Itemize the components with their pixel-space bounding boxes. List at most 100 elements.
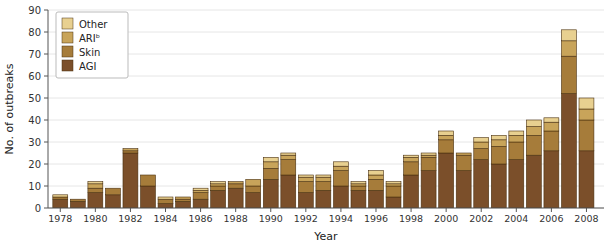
bar-segment: [421, 153, 436, 155]
bar-segment: [561, 94, 576, 208]
x-tick: [60, 208, 61, 212]
y-tick-label: 30: [28, 137, 41, 148]
x-tick: [375, 208, 376, 212]
bar-segment: [228, 181, 243, 182]
chart: 0102030405060708090197819801982198419861…: [0, 0, 616, 246]
bar-segment: [544, 131, 559, 151]
x-tick-label: 1980: [83, 213, 107, 224]
x-tick: [200, 208, 201, 212]
x-tick-label: 1994: [329, 213, 353, 224]
bar-segment: [88, 182, 103, 184]
bar-segment: [246, 186, 261, 193]
x-tick: [516, 208, 517, 212]
bar-segment: [298, 177, 313, 181]
y-tick-label: 80: [28, 27, 41, 38]
x-axis-line: [48, 208, 604, 209]
y-tick-label: 40: [28, 115, 41, 126]
y-tick: [44, 120, 48, 121]
y-tick: [44, 98, 48, 99]
x-tick: [481, 208, 482, 212]
bar-segment: [211, 190, 226, 208]
bar-segment: [228, 182, 243, 184]
bar-segment: [474, 142, 489, 149]
grid-line: [48, 32, 604, 33]
x-tick-label: 2002: [469, 213, 493, 224]
x-tick: [305, 208, 306, 212]
y-tick-label: 90: [28, 5, 41, 16]
grid-line: [48, 10, 604, 11]
bar-segment: [369, 179, 384, 190]
bar-segment: [421, 171, 436, 208]
bar-segment: [263, 162, 278, 169]
y-axis-label: No. of outbreaks: [3, 63, 16, 154]
bar-segment: [333, 186, 348, 208]
bar-segment: [298, 193, 313, 208]
bar-segment: [193, 193, 208, 200]
legend: OtherARIᵇSkinAGI: [56, 12, 128, 78]
bar-segment: [386, 197, 401, 208]
bar-segment: [193, 188, 208, 190]
bar-segment: [176, 199, 191, 201]
x-tick-label: 1986: [188, 213, 212, 224]
x-tick-label: 1982: [118, 213, 142, 224]
y-tick-label: 70: [28, 49, 41, 60]
bar-segment: [53, 195, 68, 197]
bar-segment: [281, 153, 296, 155]
bar-segment: [509, 131, 524, 135]
legend-swatch: [62, 32, 73, 43]
bar-segment: [404, 157, 419, 161]
bar-segment: [456, 171, 471, 208]
x-tick: [130, 208, 131, 212]
bar-segment: [228, 184, 243, 188]
bar-segment: [561, 56, 576, 93]
bar-segment: [509, 142, 524, 160]
y-axis-line: [48, 10, 49, 208]
bar-segment: [141, 186, 156, 208]
legend-swatch: [62, 60, 73, 71]
legend-label: ARIᵇ: [79, 33, 100, 44]
legend-swatch: [62, 46, 73, 57]
x-tick-label: 1992: [294, 213, 318, 224]
y-tick: [44, 10, 48, 11]
bar-segment: [561, 41, 576, 56]
bar-segment: [70, 201, 85, 208]
bar-segment: [456, 153, 471, 154]
bar-segment: [123, 153, 138, 208]
y-tick-label: 10: [28, 181, 41, 192]
bar-segment: [316, 182, 331, 191]
bar-segment: [141, 175, 156, 176]
bar-segment: [141, 175, 156, 186]
bar-segment: [246, 193, 261, 208]
bar-segment: [123, 151, 138, 153]
x-tick: [586, 208, 587, 212]
grid-line: [48, 208, 604, 209]
bar-segment: [509, 160, 524, 208]
bar-segment: [439, 140, 454, 153]
bar-segment: [123, 149, 138, 151]
bar-segment: [105, 188, 120, 189]
bar-segment: [263, 179, 278, 208]
x-tick-label: 2004: [504, 213, 528, 224]
bar-segment: [351, 190, 366, 208]
bar-segment: [351, 184, 366, 186]
x-tick-label: 2008: [574, 213, 598, 224]
bar-segment: [544, 151, 559, 208]
grid-line: [48, 98, 604, 99]
bar-segment: [404, 162, 419, 175]
bar-segment: [298, 182, 313, 193]
bar-segment: [386, 186, 401, 197]
y-tick-label: 60: [28, 71, 41, 82]
bar-segment: [298, 175, 313, 177]
bar-segment: [105, 195, 120, 208]
bar-segment: [369, 171, 384, 175]
bar-segment: [246, 179, 261, 180]
x-tick-label: 2000: [434, 213, 458, 224]
bar-segment: [211, 182, 226, 184]
x-tick-label: 1988: [224, 213, 248, 224]
bar-segment: [333, 162, 348, 166]
x-tick: [446, 208, 447, 212]
bar-segment: [211, 184, 226, 186]
bar-segment: [491, 140, 506, 147]
x-tick: [411, 208, 412, 212]
bar-segment: [421, 157, 436, 170]
